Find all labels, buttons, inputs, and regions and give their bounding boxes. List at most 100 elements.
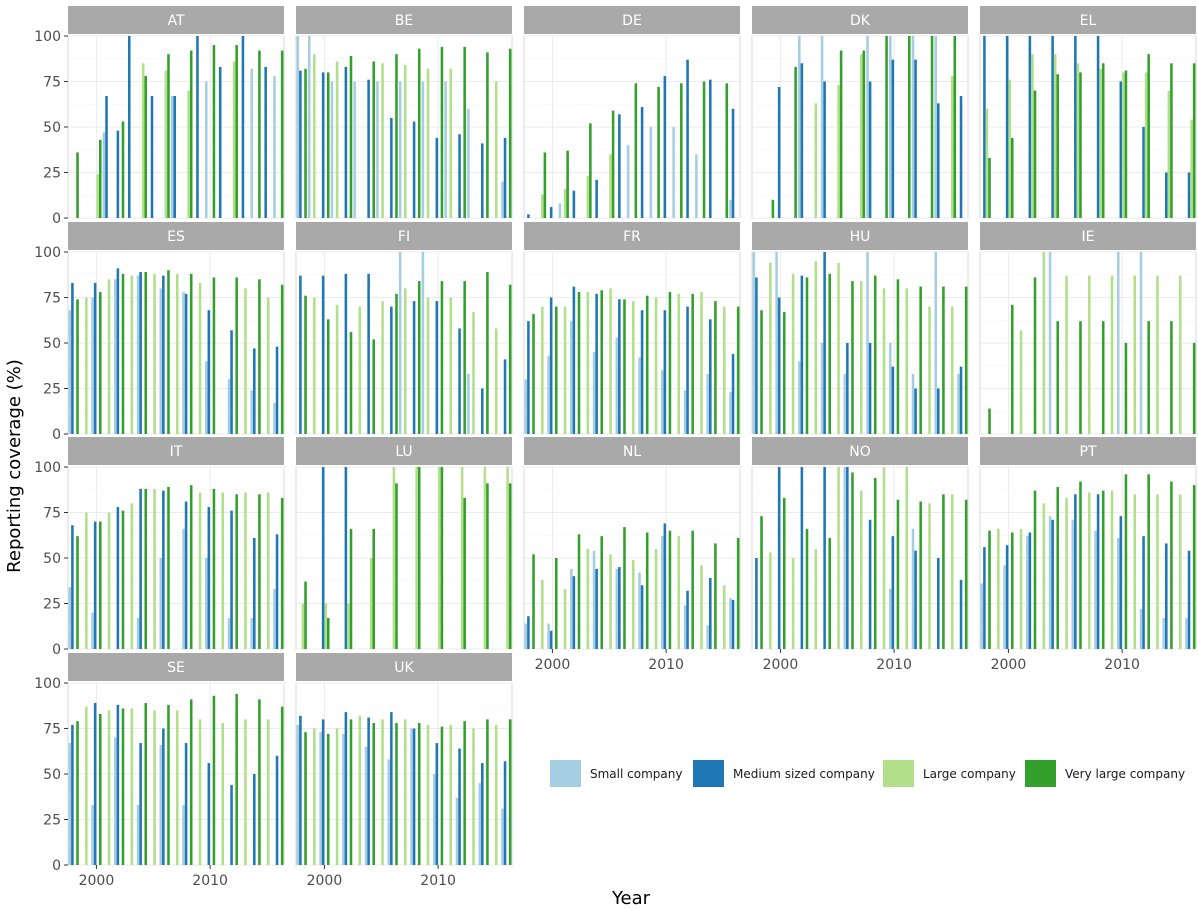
x-tick-label: 2010 [648, 657, 684, 673]
bar-it-1998-s2 [71, 525, 74, 649]
bar-no-2006-s2 [846, 467, 849, 649]
bar-se-2009-s3 [198, 719, 202, 865]
bars-nl [524, 523, 740, 649]
bar-hu-2015-s3 [950, 306, 954, 434]
bar-el-2002-s4 [1033, 90, 1037, 218]
bar-fi-2002-s2 [344, 273, 348, 434]
x-axis-title: Year [611, 888, 651, 909]
bar-it-2009-s3 [198, 492, 202, 649]
bar-se-2016-s4 [280, 706, 284, 865]
bar-uk-2005-s3 [381, 719, 384, 865]
bar-uk-2000-s2 [321, 719, 325, 865]
bar-no-2007-s3 [860, 490, 863, 649]
bar-nl-2000-s4 [554, 558, 558, 649]
bar-de-2014-s2 [709, 79, 712, 219]
strip-label-uk: UK [394, 660, 414, 676]
bar-el-2008-s4 [1101, 63, 1105, 218]
bar-nl-2006-s1 [615, 568, 619, 649]
bar-fi-1998-s4 [304, 295, 307, 434]
bar-es-2010-s4 [212, 277, 216, 434]
strip-de [524, 6, 740, 34]
strip-es [68, 222, 284, 250]
bar-at-2012-s3 [232, 61, 236, 219]
bar-no-2008-s2 [868, 519, 872, 649]
bar-uk-2010-s4 [440, 726, 444, 865]
bar-se-2006-s4 [167, 704, 170, 865]
panel-lu: LU [295, 437, 513, 650]
bar-el-2014-s4 [1170, 63, 1173, 218]
bar-it-2014-s4 [258, 494, 261, 649]
bar-be-2002-s2 [344, 66, 348, 218]
panel-be: BE [295, 6, 513, 219]
bar-no-2004-s4 [828, 537, 832, 649]
bar-pt-2014-s2 [1165, 543, 1168, 649]
bar-ie-2012-s1 [1139, 252, 1143, 434]
bar-el-2012-s3 [1144, 72, 1148, 219]
bars-ie [988, 252, 1196, 434]
bar-lu-2012-s3 [460, 467, 464, 649]
bar-at-2013-s2 [241, 36, 245, 218]
bar-be-2004-s4 [372, 61, 376, 219]
bar-el-1998-s2 [983, 36, 986, 218]
bars-el [983, 36, 1196, 219]
y-tick-label: 75 [43, 291, 61, 307]
bars-pt [980, 474, 1196, 649]
bar-de-2001-s3 [563, 188, 567, 218]
bar-lu-2002-s4 [349, 528, 353, 649]
bar-hu-2016-s1 [957, 373, 960, 434]
bar-uk-2014-s4 [486, 719, 489, 865]
bar-se-2008-s4 [189, 699, 193, 865]
bar-hu-2010-s2 [891, 366, 895, 434]
bar-fr-2009-s3 [654, 297, 658, 434]
bar-it-2013-s3 [244, 492, 247, 649]
bar-hu-2000-s4 [782, 312, 786, 434]
bar-no-2012-s4 [919, 501, 922, 649]
legend-item-3: Large company [883, 760, 1016, 787]
strip-dk [752, 6, 968, 34]
bar-fi-2006-s4 [395, 293, 398, 434]
bar-hu-2000-s1 [775, 252, 778, 434]
bar-de-2015-s4 [725, 83, 729, 218]
bar-ie-1998-s4 [988, 408, 991, 434]
bar-fr-2001-s3 [563, 306, 567, 434]
bar-fi-2008-s2 [412, 301, 416, 434]
bar-es-2016-s1 [273, 403, 276, 434]
bar-lu-2004-s3 [369, 558, 373, 649]
bar-lu-2010-s4 [440, 467, 444, 649]
bar-fr-2007-s3 [632, 301, 635, 434]
bar-se-2014-s4 [258, 699, 261, 865]
bar-lu-2014-s4 [486, 483, 489, 649]
bar-nl-2001-s3 [563, 588, 567, 649]
bar-it-2008-s1 [182, 528, 185, 649]
bar-uk-2009-s3 [426, 724, 430, 865]
strip-label-de: DE [622, 13, 642, 29]
bar-es-2002-s1 [114, 279, 117, 434]
bar-uk-2006-s1 [387, 759, 391, 865]
bar-be-2016-s1 [501, 181, 504, 218]
bar-be-2000-s2 [321, 72, 325, 219]
bar-nl-2002-s2 [572, 576, 576, 649]
bar-dk-2012-s1 [911, 36, 915, 218]
bar-fr-2012-s1 [683, 390, 687, 434]
bar-el-1998-s3 [985, 108, 989, 218]
bar-ie-2013-s3 [1156, 275, 1159, 434]
x-tick-label: 2000 [307, 873, 343, 889]
bar-de-2001-s1 [558, 203, 562, 218]
bar-it-2004-s2 [139, 488, 142, 649]
bar-es-2007-s3 [176, 273, 179, 434]
bar-se-2006-s1 [159, 744, 163, 865]
bar-nl-2012-s1 [683, 605, 687, 649]
bar-hu-2014-s4 [942, 286, 945, 434]
bar-pt-1998-s4 [988, 530, 991, 649]
bar-ie-2012-s4 [1147, 321, 1150, 434]
bar-ie-2000-s4 [1010, 304, 1014, 434]
bar-hu-2014-s1 [934, 252, 938, 434]
bar-be-1998-s1 [296, 36, 300, 218]
bar-pt-2000-s4 [1010, 532, 1014, 649]
bar-dk-2007-s3 [860, 54, 863, 219]
bar-uk-2016-s2 [503, 761, 507, 865]
bar-hu-2003-s3 [814, 261, 818, 434]
bar-nl-2015-s3 [722, 585, 726, 649]
bar-se-2013-s3 [244, 719, 247, 865]
bar-es-2012-s2 [230, 330, 233, 434]
